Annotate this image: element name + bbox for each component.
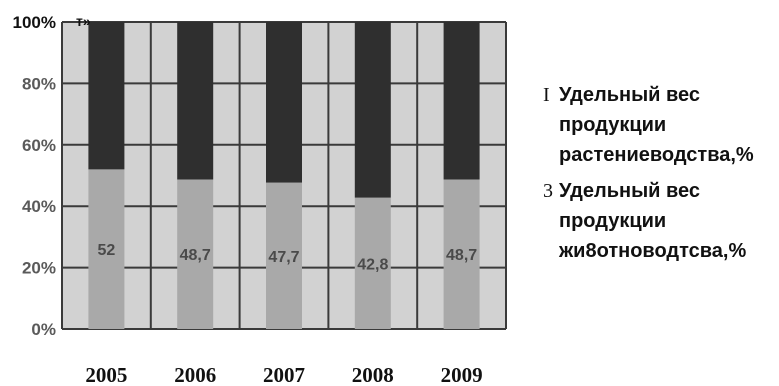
bar-segment-livestock: [266, 182, 302, 329]
legend-line: Удельный вес: [559, 84, 701, 106]
x-tick-label: 2008: [352, 363, 394, 386]
bar-segment-crop: [266, 22, 302, 183]
data-label: 42,8: [357, 256, 388, 273]
legend-line: жи8отноводтсва,%: [559, 240, 747, 262]
data-label: 48,7: [180, 247, 211, 264]
legend-line: продукции: [559, 210, 667, 232]
legend-marker-livestock: 3: [543, 180, 553, 202]
data-label: 48,7: [446, 247, 477, 264]
bar-segment-livestock: [177, 179, 214, 329]
bar-segment-crop: [88, 22, 125, 170]
data-label: 52: [98, 242, 116, 259]
x-tick-label: 2009: [441, 363, 483, 386]
legend-line: Удельный вес: [559, 180, 701, 202]
y-tick-label: 100%: [13, 13, 56, 32]
y-tick-label: 80%: [22, 74, 56, 93]
x-tick-label: 2006: [174, 363, 216, 386]
y-tick-label: 60%: [22, 136, 56, 155]
bars-layer: [88, 22, 480, 329]
bar-segment-crop: [177, 22, 214, 180]
axis-layer: 2005 2006 2007 2008 2009 0% 20% 40% 60% 80% 100%: [13, 13, 483, 386]
corner-annotation: т»: [76, 13, 91, 29]
y-tick-label: 0%: [31, 320, 56, 339]
legend-item-livestock: 3 Удельный вес продукции жи8отноводтсва,…: [543, 176, 773, 266]
legend-item-crop: I Удельный вес продукции растениеводства…: [543, 80, 773, 170]
bar-segment-crop: [354, 22, 391, 198]
bar-segment-livestock: [88, 169, 125, 329]
bar-segment-livestock: [354, 197, 391, 329]
bar-segment-livestock: [443, 179, 480, 329]
x-tick-label: 2007: [263, 363, 305, 386]
y-tick-label: 20%: [22, 259, 56, 278]
bar-segment-crop: [443, 22, 480, 180]
data-label: 47,7: [268, 249, 299, 266]
y-tick-label: 40%: [22, 197, 56, 216]
legend-marker-crop: I: [543, 84, 550, 106]
legend-line: растениеводства,%: [559, 144, 754, 166]
x-tick-label: 2005: [85, 363, 127, 386]
labels-layer: 52 48,7 47,7 42,8 48,7: [98, 242, 478, 273]
legend-line: продукции: [559, 114, 667, 136]
